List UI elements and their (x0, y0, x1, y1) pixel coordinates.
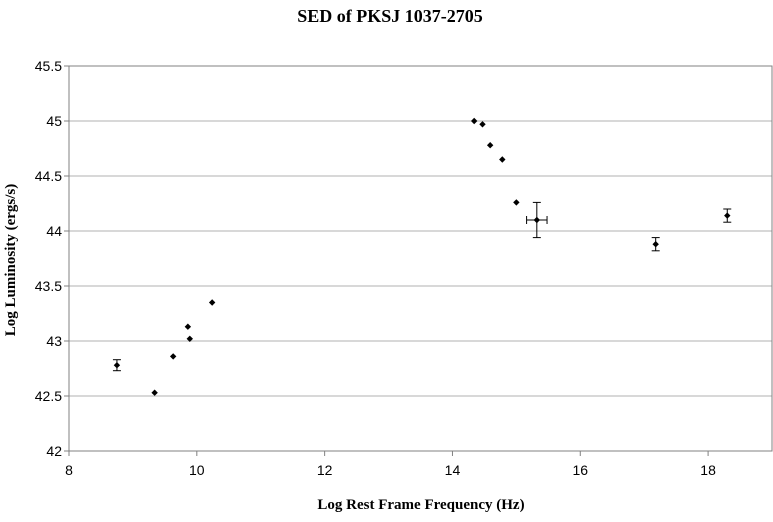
data-point-2 (169, 353, 177, 360)
y-tick-label-3: 43.5 (35, 278, 62, 294)
data-point-11 (526, 201, 548, 239)
diamond-marker-2 (169, 353, 177, 360)
diamond-marker-6 (470, 117, 478, 125)
axes (64, 65, 773, 456)
x-tick-label-3: 14 (445, 462, 461, 478)
data-point-9 (499, 156, 506, 163)
x-tick-label-4: 16 (572, 462, 588, 478)
y-tick-label-1: 42.5 (35, 388, 62, 404)
x-tick-label-5: 18 (700, 462, 716, 478)
gridlines (69, 65, 772, 397)
chart-title: SED of PKSJ 1037-2705 (297, 6, 483, 26)
data-point-3 (184, 323, 192, 330)
data-point-1 (151, 389, 158, 396)
diamond-marker-0 (113, 362, 121, 369)
data-points (112, 117, 732, 396)
diamond-marker-1 (151, 389, 158, 396)
data-point-13 (723, 208, 732, 223)
data-point-12 (651, 237, 660, 252)
y-tick-label-2: 43 (46, 333, 62, 349)
x-tick-label-2: 12 (317, 462, 333, 478)
plot-area-border (68, 65, 773, 452)
data-point-4 (186, 335, 193, 342)
diamond-marker-8 (486, 142, 494, 149)
data-point-5 (208, 299, 216, 306)
diamond-marker-12 (652, 241, 659, 248)
x-tick-label-1: 10 (189, 462, 205, 478)
y-tick-label-5: 44.5 (35, 168, 62, 184)
data-point-8 (486, 142, 494, 149)
data-point-0 (112, 359, 121, 372)
diamond-marker-7 (479, 121, 486, 128)
y-tick-label-0: 42 (46, 443, 62, 459)
diamond-marker-5 (208, 299, 216, 306)
y-tick-labels: 42 42.5 43 43.5 44 44.5 45 45.5 (35, 58, 62, 459)
diamond-marker-11 (533, 216, 541, 224)
diamond-marker-9 (499, 156, 506, 163)
y-tick-label-4: 44 (46, 223, 62, 239)
x-tick-label-0: 8 (65, 462, 73, 478)
data-point-7 (479, 121, 486, 128)
data-point-10 (513, 199, 520, 206)
y-tick-label-7: 45.5 (35, 58, 62, 74)
diamond-marker-3 (184, 323, 192, 330)
x-axis-label: Log Rest Frame Frequency (Hz) (317, 497, 524, 513)
diamond-marker-10 (513, 199, 520, 206)
diamond-marker-4 (186, 335, 193, 342)
data-point-6 (470, 117, 478, 125)
y-axis-label: Log Luminosity (ergs/s) (3, 184, 19, 337)
x-tick-labels: 8 10 12 14 16 18 (65, 462, 716, 478)
y-tick-label-6: 45 (46, 113, 62, 129)
diamond-marker-13 (724, 212, 731, 219)
